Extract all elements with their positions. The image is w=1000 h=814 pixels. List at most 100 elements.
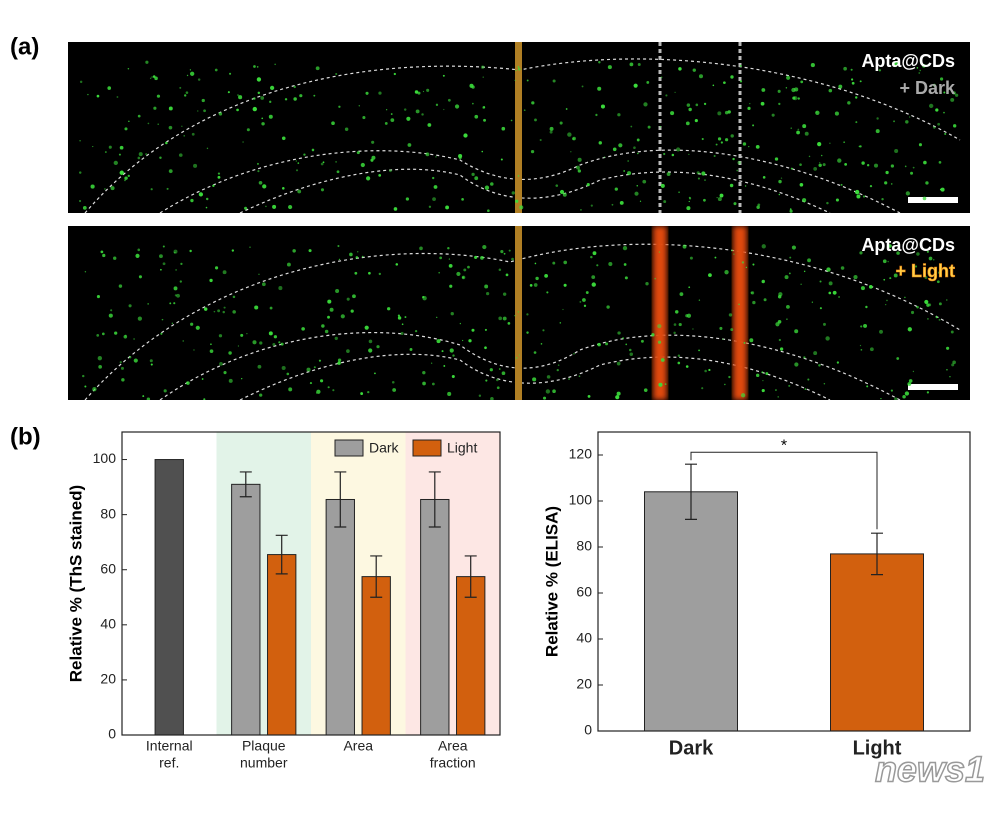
dot: [232, 295, 236, 299]
dot: [639, 200, 642, 202]
dot: [179, 280, 182, 283]
dot: [486, 292, 490, 296]
dot: [750, 291, 755, 295]
dot: [634, 191, 639, 196]
dot: [179, 86, 182, 89]
dot: [951, 363, 955, 367]
dot: [355, 256, 359, 259]
dot: [316, 389, 321, 394]
dot: [401, 323, 404, 326]
dot: [790, 167, 793, 170]
dot: [422, 90, 425, 93]
dot: [249, 246, 251, 249]
dot: [168, 106, 173, 111]
dot: [673, 331, 676, 335]
dot: [939, 77, 944, 81]
dot: [79, 80, 83, 84]
dot: [739, 64, 742, 68]
dot: [157, 123, 159, 125]
dot: [265, 205, 267, 208]
dot: [535, 276, 539, 281]
dot: [219, 361, 223, 366]
dot: [335, 72, 338, 76]
dot: [210, 343, 212, 346]
dot: [195, 325, 200, 330]
dot: [484, 185, 490, 190]
dot: [916, 305, 919, 309]
dot: [378, 174, 382, 177]
dot: [590, 255, 593, 259]
dot: [596, 264, 599, 267]
x-tick-label: Plaque: [242, 738, 286, 754]
error-bar: [871, 532, 883, 576]
dot: [474, 176, 479, 181]
dot: [79, 140, 81, 142]
dot: [646, 81, 650, 84]
dot: [514, 315, 516, 317]
dot: [362, 116, 366, 120]
dot: [922, 63, 926, 68]
dot: [472, 102, 474, 105]
dot: [643, 102, 648, 107]
dot: [549, 126, 554, 131]
dot: [529, 284, 533, 287]
dot: [258, 180, 263, 185]
dot: [389, 169, 392, 173]
dot: [828, 291, 832, 295]
dot: [555, 184, 559, 187]
dot: [316, 392, 318, 394]
dot: [741, 261, 745, 264]
dot: [615, 395, 620, 400]
dot: [320, 188, 325, 192]
x-tick-label: Area: [438, 738, 468, 754]
dot: [884, 181, 888, 185]
dot: [295, 169, 299, 172]
category-band: [405, 432, 500, 735]
dot: [582, 298, 586, 302]
dot: [256, 77, 262, 82]
dot: [329, 307, 334, 312]
dot: [898, 245, 900, 248]
dot: [935, 316, 938, 319]
dot: [762, 176, 766, 179]
dot: [165, 141, 168, 145]
dot: [318, 359, 322, 362]
bar: [644, 491, 738, 732]
dot: [701, 171, 706, 176]
dot: [570, 151, 572, 153]
dot: [703, 102, 707, 106]
dot: [616, 391, 621, 396]
dot: [505, 273, 509, 277]
dot: [146, 397, 151, 400]
dot: [819, 280, 822, 283]
dot: [515, 69, 517, 72]
dot: [173, 302, 176, 305]
dot: [600, 104, 606, 109]
dot: [597, 86, 602, 91]
dot: [666, 172, 671, 176]
dot: [338, 105, 341, 108]
dot: [803, 270, 806, 273]
dot: [181, 125, 183, 128]
dot: [171, 322, 173, 324]
dot: [883, 278, 886, 281]
dot: [186, 381, 190, 385]
dot: [838, 84, 843, 89]
dot: [183, 135, 185, 137]
dot: [442, 74, 445, 77]
dot: [894, 148, 899, 153]
panel-label: (b): [10, 423, 41, 450]
dot: [562, 192, 567, 197]
dot: [840, 183, 843, 186]
dot: [284, 98, 288, 101]
dot: [617, 331, 621, 335]
dot: [715, 143, 718, 146]
dot: [685, 365, 689, 368]
dot: [303, 153, 306, 156]
dot: [918, 72, 921, 74]
dot: [189, 71, 195, 76]
y-axis-label: Relative % (ThS stained): [66, 485, 85, 682]
dot: [749, 102, 751, 105]
dot: [714, 256, 717, 259]
dot: [390, 118, 395, 123]
